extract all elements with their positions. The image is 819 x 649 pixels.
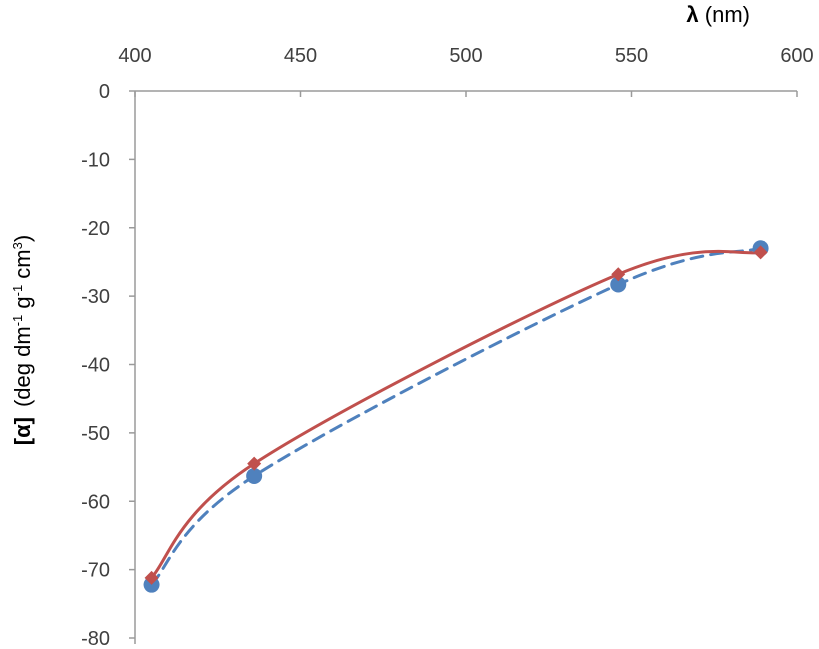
- x-tick-label: 550: [615, 45, 648, 67]
- x-tick-label: 450: [284, 45, 317, 67]
- series-2-point: [611, 267, 626, 282]
- series-1-point: [246, 467, 263, 484]
- x-axis-title-unit: (nm): [699, 2, 750, 27]
- x-axis-title: λ (nm): [686, 2, 750, 27]
- series-layer: [150, 246, 763, 587]
- series-2-point: [144, 570, 159, 585]
- y-tick-label: -10: [81, 149, 110, 171]
- y-axis-title-mid2: cm: [10, 249, 35, 284]
- x-tick-label: 500: [449, 45, 482, 67]
- y-tick-label: -60: [81, 491, 110, 513]
- y-tick-label: -30: [81, 286, 110, 308]
- y-axis-title-mid: g: [10, 296, 35, 314]
- y-tick-label: -80: [81, 628, 110, 649]
- series-line-2: [150, 249, 763, 580]
- y-axis-title-sup3: 3: [10, 242, 25, 249]
- axes: 400 450 500 550 600 0 -10 -20 -30 -40 -50 -60 -70 -80: [81, 45, 814, 649]
- y-axis-title-end: ): [10, 235, 35, 242]
- series-1-point: [610, 276, 627, 293]
- y-tick-label: -50: [81, 423, 110, 445]
- y-axis-title-sup1: -1: [10, 315, 25, 327]
- y-axis-title-symbol: [α]: [10, 417, 35, 445]
- y-axis-title: [α](deg dm-1 g-1 cm3): [10, 235, 35, 445]
- x-tick-label: 400: [118, 45, 151, 67]
- y-tick-label: 0: [99, 81, 110, 103]
- x-axis-title-symbol: λ: [686, 2, 698, 27]
- series-line-1: [150, 246, 763, 587]
- y-tick-label: -20: [81, 218, 110, 240]
- x-tick-label: 600: [780, 45, 813, 67]
- y-tick-label: -70: [81, 560, 110, 582]
- marker-layer: [143, 240, 769, 593]
- series-2-point: [247, 456, 262, 471]
- y-axis-title-unit: (deg dm: [10, 326, 35, 407]
- y-axis-title-sup2: -1: [10, 285, 25, 297]
- series-2-point: [753, 245, 768, 260]
- y-tick-label: -40: [81, 355, 110, 377]
